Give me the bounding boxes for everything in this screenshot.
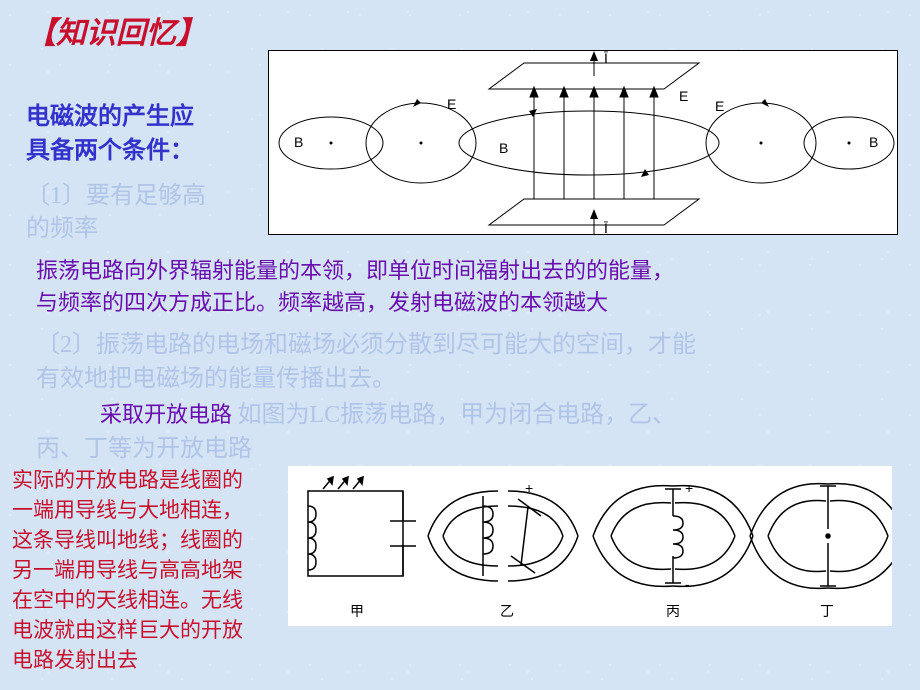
label-minus-bing: - bbox=[685, 576, 690, 592]
section-title: 【知识回忆】 bbox=[26, 8, 206, 52]
red-l2: 一端用导线与大地相连， bbox=[12, 496, 243, 524]
conditions-heading-l2: 具备两个条件： bbox=[26, 130, 194, 165]
conditions-heading-l1: 电磁波的产生应 bbox=[26, 96, 194, 131]
label-plus-bing: + bbox=[685, 480, 693, 496]
red-l4: 另一端用导线与高高地架 bbox=[12, 556, 243, 584]
purple1-l2: 与频率的四次方成正比。频率越高，发射电磁波的本领越大 bbox=[36, 288, 906, 319]
label-E-right: E bbox=[679, 88, 688, 104]
label-B-center: B bbox=[499, 140, 508, 156]
label-plus-yi: + bbox=[525, 480, 533, 496]
open-circuit-label: 采取开放电路 bbox=[100, 402, 232, 427]
cond1-l2: 的频率 bbox=[26, 208, 98, 243]
red-l7: 电路发射出去 bbox=[12, 646, 138, 674]
cond1-l1: 〔1〕要有足够高 bbox=[26, 175, 206, 210]
diagram-em-field: Ī Ī E E E B B B bbox=[268, 50, 898, 235]
label-bing: 丙 bbox=[666, 603, 680, 619]
red-l6: 电波就由这样巨大的开放 bbox=[12, 616, 243, 644]
label-B-far-left: B bbox=[294, 134, 303, 150]
purple1-l1: 振荡电路向外界辐射能量的本领，即单位时间福射出去的的能量， bbox=[36, 256, 906, 287]
label-E-left: E bbox=[447, 96, 456, 112]
red-l1: 实际的开放电路是线圈的 bbox=[12, 466, 243, 494]
open-circuit-rest-l1: 如图为LC振荡电路，甲为闭合电路，乙、 bbox=[238, 402, 677, 428]
label-B-far-right: B bbox=[869, 134, 878, 150]
label-I-top: Ī bbox=[604, 51, 608, 66]
open-circuit-rest-l2: 丙、丁等为开放电路 bbox=[36, 428, 252, 463]
label-yi: 乙 bbox=[500, 603, 514, 619]
diagram-lc-circuits: 甲 + 乙 bbox=[288, 466, 892, 626]
label-ding: 丁 bbox=[820, 603, 834, 619]
red-l3: 这条导线叫地线；线圈的 bbox=[12, 526, 243, 554]
red-l5: 在空中的天线相连。无线 bbox=[12, 586, 243, 614]
label-E-far-right: E bbox=[715, 98, 724, 114]
label-jia: 甲 bbox=[350, 603, 364, 619]
cond2-l1: 〔2〕振荡电路的电场和磁场必须分散到尽可能大的空间，才能 bbox=[36, 324, 906, 359]
label-I-bot: Ī bbox=[604, 220, 608, 236]
cond2-l2: 有效地把电磁场的能量传播出去。 bbox=[36, 358, 906, 393]
